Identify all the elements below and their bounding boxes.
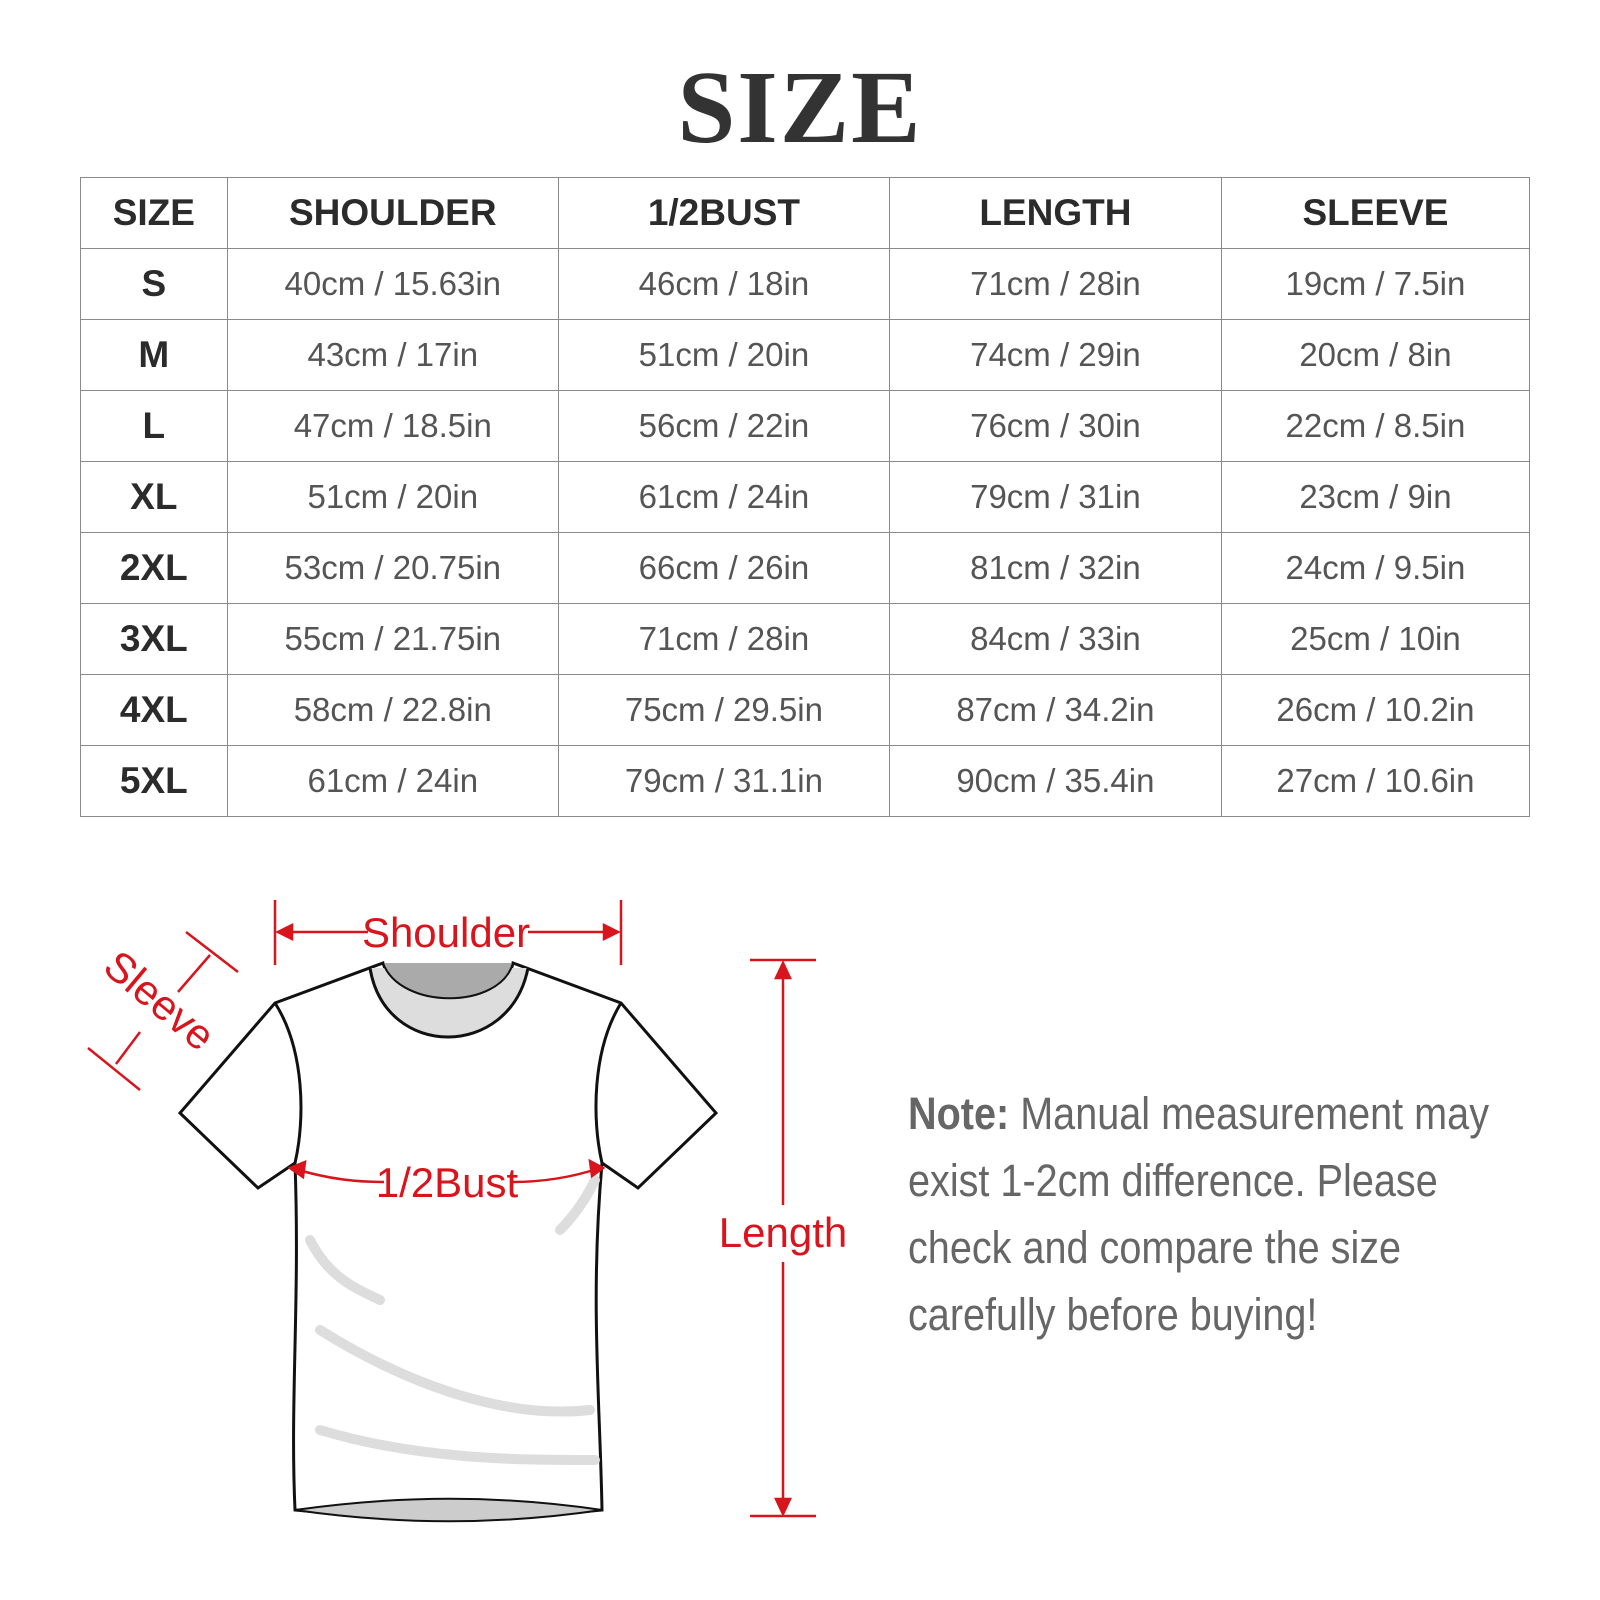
table-row: 3XL 55cm / 21.75in 71cm / 28in 84cm / 33in 2… [80,603,1531,675]
measurement-cell: 58cm / 22.8in [226,674,559,746]
column-header-sleeve: SLEEVE [1220,177,1531,249]
size-cell: 4XL [80,674,228,746]
sleeve-label: Sleeve [95,941,224,1060]
size-cell: 5XL [80,745,228,817]
measurement-cell: 51cm / 20in [226,461,559,533]
measurement-cell: 61cm / 24in [226,745,559,817]
measurement-lines [87,900,816,1518]
size-cell: S [80,248,228,320]
column-header-size: SIZE [80,177,228,249]
fabric-fold-shading [305,1175,600,1465]
table-header-row: SIZE SHOULDER 1/2BUST LENGTH SLEEVE [80,177,1531,249]
measurement-cell: 25cm / 10in [1220,603,1531,675]
measurement-cell: 66cm / 26in [557,532,890,604]
table-row: M 43cm / 17in 51cm / 20in 74cm / 29in 20cm /… [80,319,1531,391]
size-cell: 2XL [80,532,228,604]
measurement-cell: 22cm / 8.5in [1220,390,1531,462]
note-label: Note: [908,1088,1010,1139]
measurement-cell: 81cm / 32in [888,532,1222,604]
measurement-cell: 19cm / 7.5in [1220,248,1531,320]
measurement-cell: 87cm / 34.2in [888,674,1222,746]
measurement-cell: 26cm / 10.2in [1220,674,1531,746]
measurement-cell: 61cm / 24in [557,461,890,533]
measurement-cell: 20cm / 8in [1220,319,1531,391]
column-header-1-2bust: 1/2BUST [557,177,890,249]
note-text: Note: Manual measurement may exist 1-2cm… [908,1080,1524,1348]
table-row: XL 51cm / 20in 61cm / 24in 79cm / 31in 23cm … [80,461,1531,533]
measurement-cell: 55cm / 21.75in [226,603,559,675]
measurement-cell: 46cm / 18in [557,248,890,320]
size-table: SIZE SHOULDER 1/2BUST LENGTH SLEEVE S 40cm / … [80,177,1531,817]
size-cell: M [80,319,228,391]
measurement-cell: 90cm / 35.4in [888,745,1222,817]
measurement-cell: 79cm / 31in [888,461,1222,533]
measurement-cell: 79cm / 31.1in [557,745,890,817]
page-title: SIZE [677,50,923,165]
measurement-cell: 24cm / 9.5in [1220,532,1531,604]
size-cell: XL [80,461,228,533]
size-cell: 3XL [80,603,228,675]
size-cell: L [80,390,228,462]
measurement-cell: 40cm / 15.63in [226,248,559,320]
measurement-cell: 56cm / 22in [557,390,890,462]
tshirt-diagram: Shoulder 1/2Bust Length Sleeve [87,900,847,1523]
measurement-cell: 27cm / 10.6in [1220,745,1531,817]
tshirt-illustration [177,961,719,1523]
table-row: L 47cm / 18.5in 56cm / 22in 76cm / 30in 22cm… [80,390,1531,462]
measurement-cell: 76cm / 30in [888,390,1222,462]
measurement-cell: 23cm / 9in [1220,461,1531,533]
table-row: S 40cm / 15.63in 46cm / 18in 71cm / 28in 19c… [80,248,1531,320]
note-body: Manual measurement may exist 1-2cm diffe… [908,1088,1489,1340]
measurement-cell: 75cm / 29.5in [557,674,890,746]
measurement-cell: 43cm / 17in [226,319,559,391]
table-row: 4XL 58cm / 22.8in 75cm / 29.5in 87cm / 34.2… [80,674,1531,746]
measurement-cell: 71cm / 28in [888,248,1222,320]
measurement-cell: 53cm / 20.75in [226,532,559,604]
shoulder-label: Shoulder [362,909,530,956]
bust-label: 1/2Bust [376,1159,519,1206]
measurement-cell: 84cm / 33in [888,603,1222,675]
measurement-cell: 74cm / 29in [888,319,1222,391]
column-header-length: LENGTH [888,177,1222,249]
column-header-shoulder: SHOULDER [226,177,559,249]
measurement-cell: 47cm / 18.5in [226,390,559,462]
length-label: Length [719,1209,847,1256]
table-row: 2XL 53cm / 20.75in 66cm / 26in 81cm / 32in 2… [80,532,1531,604]
measurement-cell: 51cm / 20in [557,319,890,391]
measurement-cell: 71cm / 28in [557,603,890,675]
table-row: 5XL 61cm / 24in 79cm / 31.1in 90cm / 35.4in… [80,745,1531,817]
